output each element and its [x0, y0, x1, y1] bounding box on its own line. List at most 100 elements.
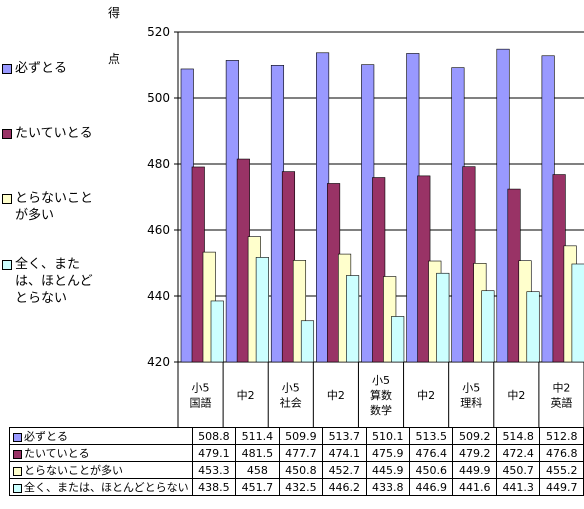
table-cell: 475.9	[365, 444, 411, 462]
legend-swatch-3	[2, 193, 12, 204]
table-cell: 450.7	[495, 461, 541, 479]
bar	[541, 55, 555, 363]
table-row-label-text: とらないことが多い	[24, 464, 123, 477]
bar	[571, 263, 584, 363]
bar	[180, 68, 194, 363]
bar	[462, 166, 476, 363]
legend-label-2: たいていとる	[15, 126, 93, 141]
table-cell: 476.8	[539, 444, 584, 462]
table-cell: 479.1	[191, 444, 237, 462]
bar	[346, 275, 360, 363]
x-category-label: 中2	[417, 389, 435, 402]
table-cell: 453.3	[191, 461, 237, 479]
legend-item-2: たいていとる	[2, 125, 93, 142]
table-cell: 513.5	[409, 427, 454, 445]
x-category-label: 中2	[507, 389, 525, 402]
x-category-label: 英語	[550, 396, 572, 410]
bar	[300, 320, 315, 363]
x-category-label: 理科	[460, 396, 482, 410]
bar	[451, 67, 465, 363]
table-cell: 450.6	[409, 461, 454, 479]
table-row-swatch	[13, 449, 22, 459]
table-cell: 445.9	[365, 461, 411, 479]
table-row-swatch	[13, 483, 22, 493]
y-tick-label: 440	[147, 289, 170, 303]
table-row-label: たいていとる	[9, 444, 193, 462]
bar	[481, 290, 495, 363]
bar	[281, 171, 296, 363]
table-cell: 511.4	[235, 427, 280, 445]
legend-item-3: とらないことが多い	[2, 190, 101, 224]
table-cell: 472.4	[495, 444, 541, 462]
table-cell: 450.8	[278, 461, 324, 479]
bar	[236, 158, 250, 363]
bar	[507, 188, 521, 363]
table-cell: 508.8	[191, 427, 237, 445]
bar	[417, 175, 431, 363]
legend-label-1: 必ずとる	[15, 61, 68, 76]
y-tick-label: 460	[147, 223, 170, 237]
data-table: 必ずとる 508.8 511.4 509.9 513.7 510.1 513.5 509.2 5…	[9, 427, 584, 496]
table-row-label: とらないことが多い	[9, 461, 193, 479]
table-cell: 481.5	[235, 444, 280, 462]
bar	[391, 316, 405, 363]
y-tick-label: 520	[147, 25, 170, 39]
table-row-label: 全く、または、ほとんどとらない	[9, 478, 193, 496]
table-row: たいていとる 479.1 481.5 477.7 474.1 475.9 476.4 479.…	[9, 444, 584, 462]
table-cell: 510.1	[365, 427, 411, 445]
y-tick-label: 480	[147, 157, 170, 171]
bar	[191, 166, 205, 363]
legend-label-3: とらないことが多い	[15, 191, 94, 223]
x-category-label: 算数	[370, 388, 392, 402]
x-category-label: 小5	[282, 382, 300, 395]
table-cell: 509.9	[278, 427, 324, 445]
table-cell: 513.7	[322, 427, 367, 445]
table-row: 必ずとる 508.8 511.4 509.9 513.7 510.1 513.5 509.2 5…	[9, 427, 584, 445]
bar	[406, 53, 420, 363]
legend-item-1: 必ずとる	[2, 60, 67, 77]
x-category-label: 数学	[370, 403, 392, 417]
table-row-label-text: 必ずとる	[24, 430, 68, 443]
table-cell: 479.2	[452, 444, 497, 462]
x-category-label: 社会	[280, 396, 302, 410]
x-category-label: 小5	[462, 382, 480, 395]
table-cell: 451.7	[235, 478, 280, 496]
table-cell: 509.2	[452, 427, 497, 445]
y-tick-label: 420	[147, 355, 170, 369]
y-axis-title-char-2: 点	[108, 52, 121, 66]
y-axis-title-char-1: 得	[108, 6, 121, 20]
bar	[436, 272, 450, 363]
bar	[361, 64, 375, 363]
x-category-label: 中2	[552, 382, 570, 395]
table-cell: 446.2	[322, 478, 367, 496]
table-row-label-text: 全く、または、ほとんどとらない	[24, 481, 189, 494]
table-cell: 438.5	[191, 478, 237, 496]
bar	[316, 52, 330, 363]
table-cell: 441.6	[452, 478, 497, 496]
table-cell: 514.8	[495, 427, 541, 445]
bar	[372, 177, 386, 363]
table-cell: 474.1	[322, 444, 367, 462]
table-cell: 432.5	[278, 478, 324, 496]
bar	[496, 48, 510, 363]
bar	[225, 60, 239, 363]
bar	[552, 174, 566, 363]
x-category-label: 中2	[237, 389, 255, 402]
table-cell: 477.7	[278, 444, 324, 462]
legend-swatch-4	[2, 259, 12, 270]
table-row-label-text: たいていとる	[24, 447, 90, 460]
table-cell: 455.2	[539, 461, 584, 479]
bar-chart: 420440460480500520小5国語中2小5社会中2小5算数数学中2小5…	[147, 25, 584, 427]
bar	[327, 183, 341, 363]
table-cell: 441.3	[495, 478, 541, 496]
table-row: 全く、または、ほとんどとらない 438.5 451.7 432.5 446.2 433.8…	[9, 478, 584, 496]
x-category-label: 中2	[327, 389, 345, 402]
table-cell: 449.9	[452, 461, 497, 479]
table-cell: 458	[235, 461, 280, 479]
table-cell: 433.8	[365, 478, 411, 496]
legend-label-4: 全く、または、ほとんどとらない	[15, 257, 93, 306]
legend-item-4: 全く、または、ほとんどとらない	[2, 256, 101, 307]
bar	[255, 257, 269, 363]
bar	[270, 65, 285, 363]
table-row-label: 必ずとる	[9, 427, 193, 445]
